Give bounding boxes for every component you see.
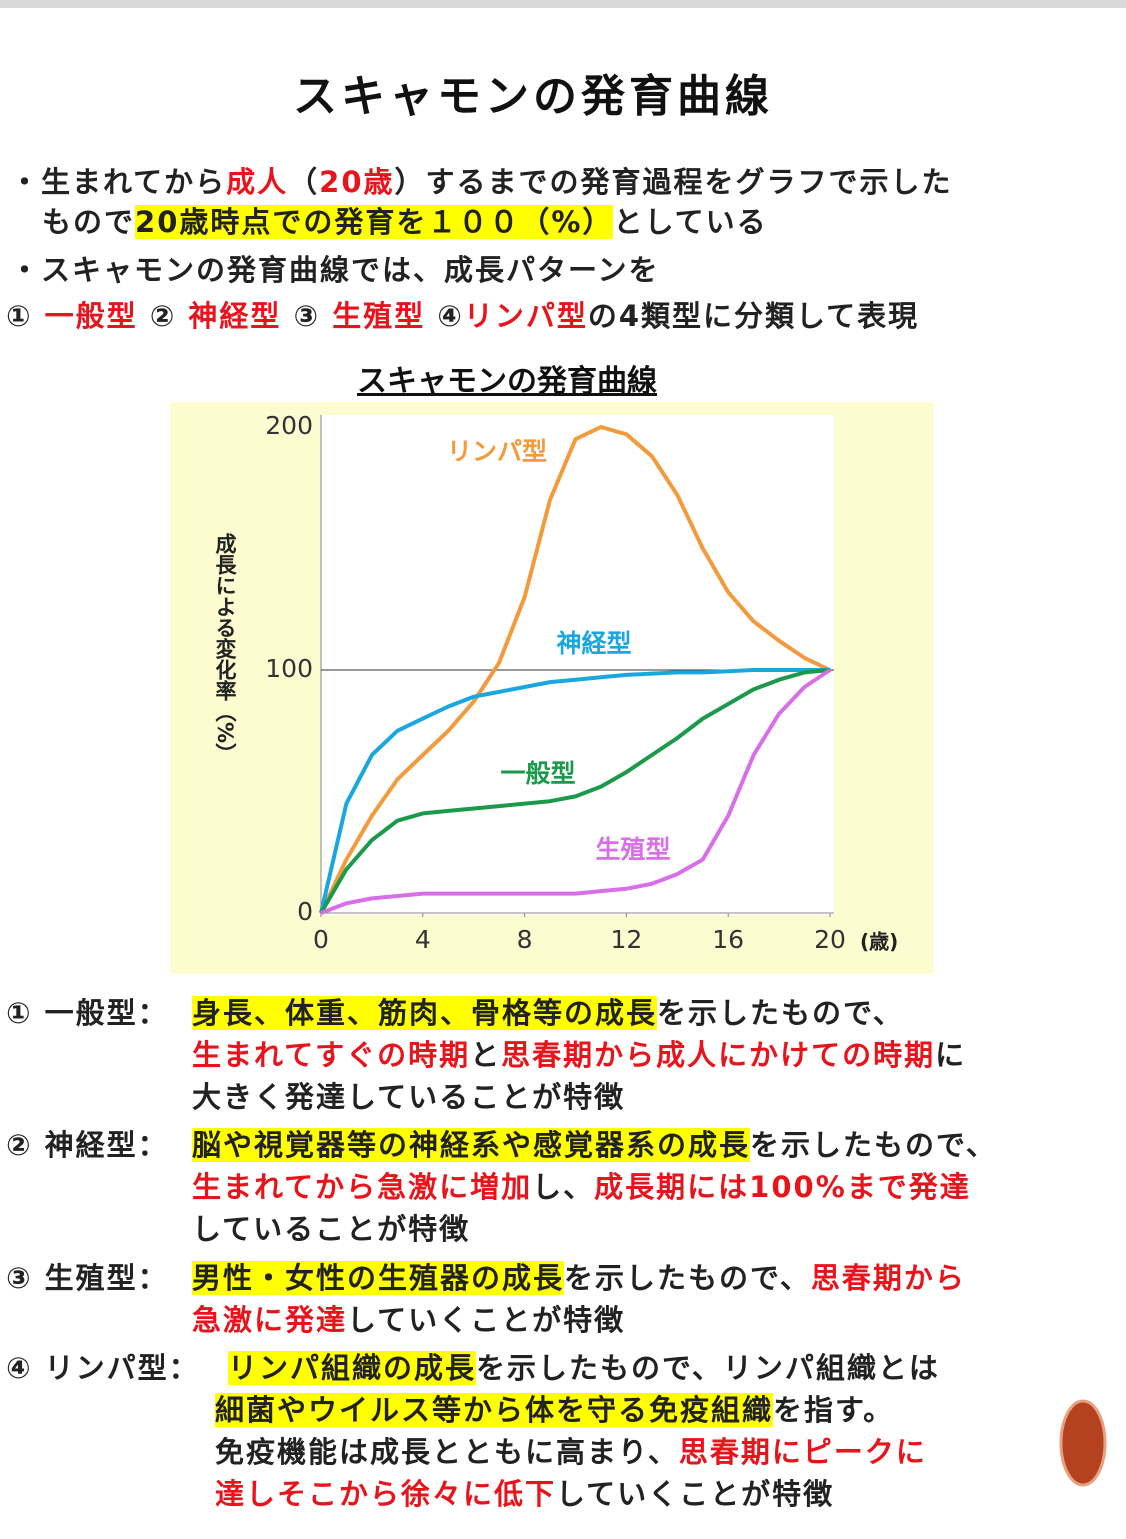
y-axis-label: 成長による変化率（%） xyxy=(213,532,237,764)
text-run: ① xyxy=(6,299,45,333)
text-run: もので xyxy=(42,205,136,239)
series-line xyxy=(320,668,832,915)
text-run: 身長、体重、筋肉、骨格等の成長 xyxy=(192,996,658,1030)
text-run: し、 xyxy=(532,1170,595,1204)
text-run: 神経型 xyxy=(188,299,282,333)
description-line: 身長、体重、筋肉、骨格等の成長を示したもので、 xyxy=(192,994,904,1032)
description-line: 生まれてすぐの時期と思春期から成人にかけての時期に xyxy=(192,1036,966,1074)
text-run: を示したもので、リンパ組織とは xyxy=(476,1351,940,1385)
series-label: リンパ型 xyxy=(447,437,547,466)
text-run: 細菌やウイルス等から体を守る免疫組織 xyxy=(215,1393,774,1427)
text-run: 急激に発達 xyxy=(192,1303,348,1337)
text-run: 思春期から成人にかけての時期 xyxy=(501,1038,936,1072)
text-run: 生まれてすぐの時期 xyxy=(192,1038,471,1072)
text-run: 20歳時点での発育を１００（%） xyxy=(135,205,614,239)
text-run: としている xyxy=(613,205,768,239)
plot-area xyxy=(321,415,834,915)
bullet-line: ・スキャモンの発育曲線では、成長パターンを xyxy=(10,251,660,289)
text-run: ・生まれてから xyxy=(10,165,227,199)
series-label: 生殖型 xyxy=(595,835,670,864)
text-run: していることが特徴 xyxy=(192,1212,471,1246)
text-run: 生まれてから急激に増加 xyxy=(192,1170,533,1204)
text-run: ② xyxy=(137,299,189,333)
text-run: ④ xyxy=(425,299,464,333)
x-tick-label: 12 xyxy=(610,925,642,954)
series-line xyxy=(319,668,830,914)
text-run: に xyxy=(935,1038,967,1072)
description-line: 男性・女性の生殖器の成長を示したもので、思春期から xyxy=(192,1259,966,1297)
description-label: ③ 生殖型： xyxy=(6,1261,169,1295)
series-label: 神経型 xyxy=(556,629,631,658)
text-run: 一般型 xyxy=(44,299,138,333)
bullet-line: ・生まれてから成人（20歳）するまでの発育過程をグラフで示した xyxy=(10,163,953,201)
x-tick-label: 4 xyxy=(415,925,431,954)
text-run: を示したもので、 xyxy=(750,1128,997,1162)
text-run: 大きく発達していることが特徴 xyxy=(192,1080,626,1114)
description-line: 大きく発達していることが特徴 xyxy=(192,1078,625,1116)
text-run: の4類型に分類して表現 xyxy=(587,299,920,333)
text-run: 20歳 xyxy=(319,165,395,199)
text-run: ・スキャモンの発育曲線では、成長パターンを xyxy=(10,253,660,287)
chart: 0 100 200 0 4 8 12 16 20 (歳) 成長による変化率（%） リンパ型神経型一般型… xyxy=(170,402,1107,1487)
text-run: 免疫機能は成長とともに高まり、 xyxy=(215,1435,679,1469)
text-run: ）するまでの発育過程をグラフで示した xyxy=(394,165,953,199)
x-tick-label: 16 xyxy=(712,925,744,954)
text-run: を示したもので、 xyxy=(564,1261,811,1295)
series-line xyxy=(319,668,831,915)
text-run: 達しそこから徐々に低下 xyxy=(215,1477,557,1511)
text-run: していくことが特徴 xyxy=(556,1477,835,1511)
text-run: を指す。 xyxy=(773,1393,895,1427)
chart-title: スキャモンの発育曲線 xyxy=(357,364,657,399)
slide-title: スキャモンの発育曲線 xyxy=(293,71,773,122)
y-tick-label: 0 xyxy=(297,897,313,926)
y-tick-label: 200 xyxy=(265,411,313,440)
description-line: していることが特徴 xyxy=(192,1210,470,1248)
text-run: 生殖型 xyxy=(332,299,426,333)
text-run: リンパ型 xyxy=(463,299,588,333)
description-line: 達しそこから徐々に低下していくことが特徴 xyxy=(215,1475,834,1513)
text-run: と xyxy=(470,1038,502,1072)
text-run: 男性・女性の生殖器の成長 xyxy=(192,1261,565,1295)
text-run: 成人 xyxy=(226,165,289,199)
x-axis-label: (歳) xyxy=(860,930,898,954)
decoration xyxy=(1059,1399,1107,1487)
text-run: していくことが特徴 xyxy=(347,1303,626,1337)
text-run: 脳や視覚器等の神経系や感覚器系の成長 xyxy=(192,1128,751,1162)
bullet-line: もので20歳時点での発育を１００（%）としている xyxy=(42,203,768,241)
description-label: ④ リンパ型： xyxy=(6,1351,200,1385)
text-run: 思春期から xyxy=(810,1261,966,1295)
x-tick-label: 0 xyxy=(313,925,329,954)
description-line: 免疫機能は成長とともに高まり、思春期にピークに xyxy=(215,1433,927,1471)
series-label: 一般型 xyxy=(500,759,575,788)
text-run: （ xyxy=(288,165,320,199)
description-label: ① 一般型： xyxy=(6,996,169,1030)
text-run: ③ xyxy=(281,299,333,333)
description-line: 急激に発達していくことが特徴 xyxy=(192,1301,625,1339)
series-line xyxy=(319,425,831,914)
x-tick-label: 8 xyxy=(517,925,533,954)
text-run: 成長期には100%まで発達 xyxy=(594,1170,971,1204)
text-run: リンパ組織の成長 xyxy=(228,1351,477,1385)
description-line: 生まれてから急激に増加し、成長期には100%まで発達 xyxy=(192,1168,971,1206)
y-tick-label: 100 xyxy=(265,654,313,683)
description-line: 脳や視覚器等の神経系や感覚器系の成長を示したもので、 xyxy=(192,1126,997,1164)
bullet-line: ① 一般型 ② 神経型 ③ 生殖型 ④リンパ型の4類型に分類して表現 xyxy=(6,297,919,335)
description-line: 細菌やウイルス等から体を守る免疫組織を指す。 xyxy=(215,1391,894,1429)
text-run: 思春期にピークに xyxy=(678,1435,927,1469)
x-tick-label: 20 xyxy=(814,925,846,954)
text-run: を示したもので、 xyxy=(657,996,904,1030)
description-label: ② 神経型： xyxy=(6,1128,169,1162)
description-line: リンパ組織の成長を示したもので、リンパ組織とは xyxy=(228,1349,940,1387)
